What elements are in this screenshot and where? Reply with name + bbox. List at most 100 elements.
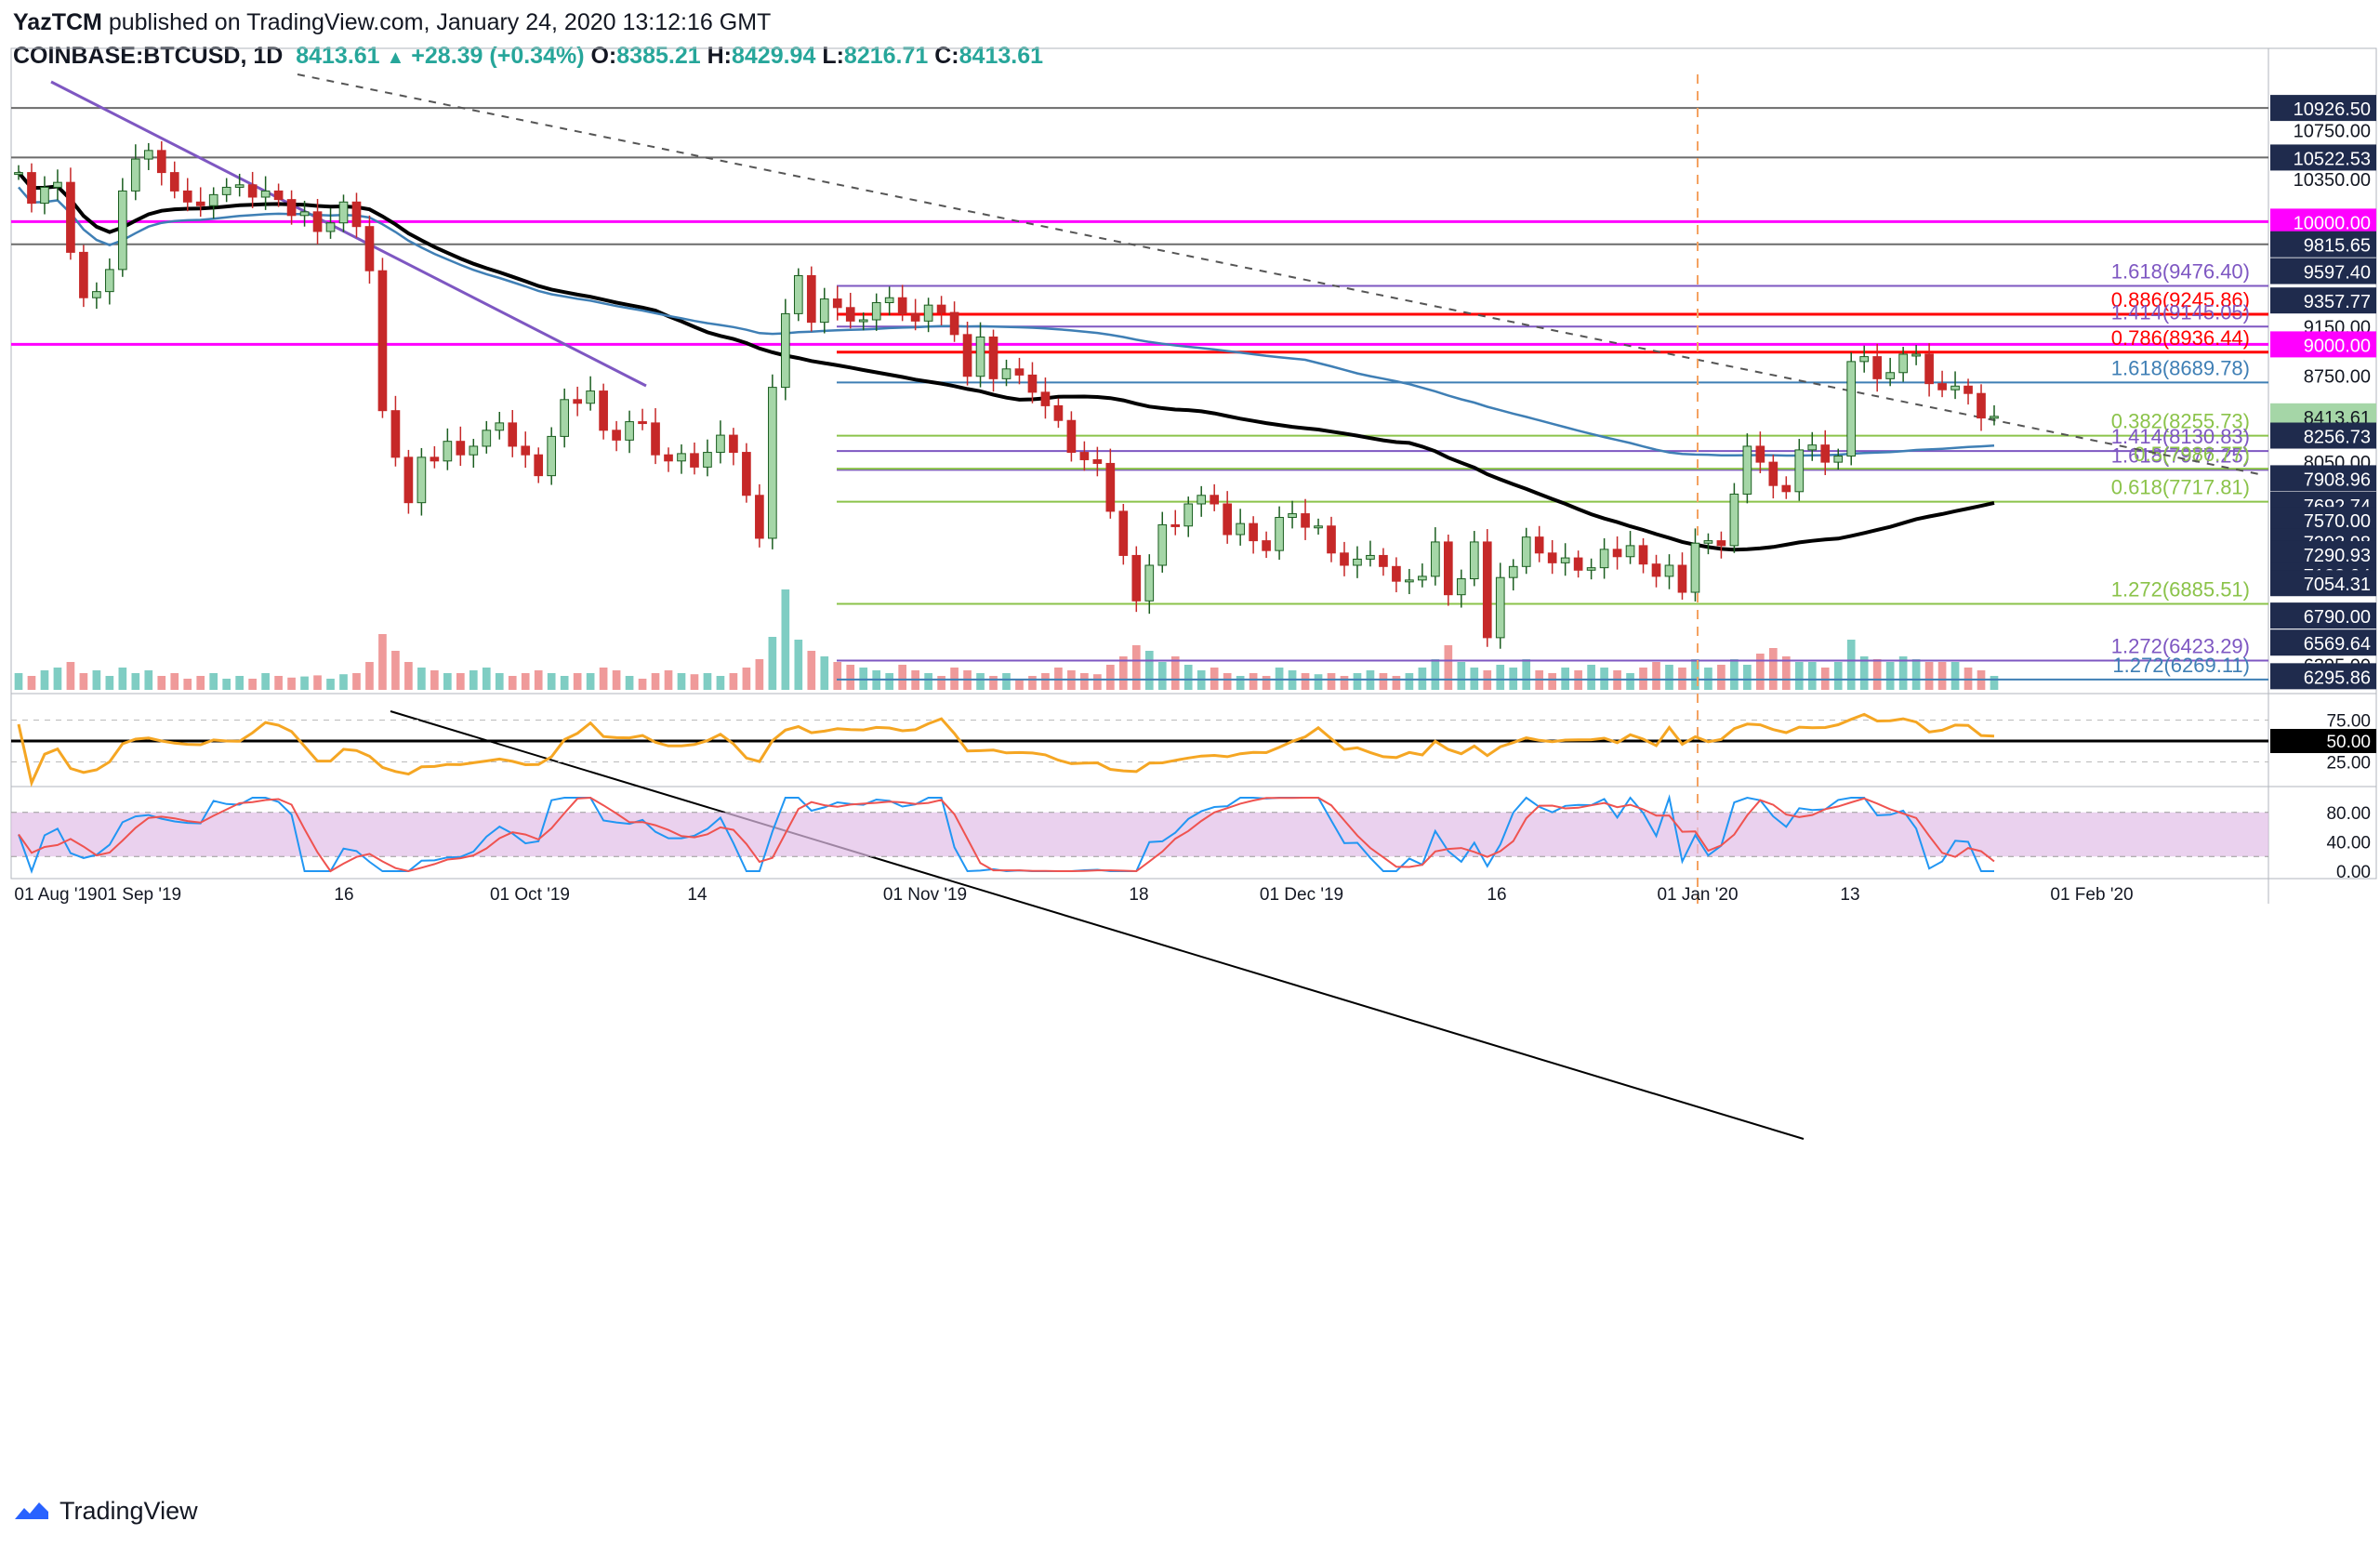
volume-bar: [365, 662, 374, 690]
price-tag: [2270, 258, 2376, 284]
volume-bar: [378, 634, 387, 690]
volume-bar: [1652, 662, 1660, 690]
candle-body: [871, 302, 881, 321]
candle-body: [1586, 567, 1596, 571]
time-axis-label: 01 Jan '20: [1657, 885, 1738, 905]
volume-bar: [1626, 673, 1634, 690]
stoch-axis-label: 40.00: [2326, 833, 2371, 853]
footer-brand[interactable]: TradingView: [13, 1497, 198, 1526]
candle-body: [221, 186, 231, 195]
volume-bar: [391, 651, 400, 690]
candle-body: [1340, 552, 1349, 566]
volume-bar: [1431, 659, 1440, 690]
volume-bar: [287, 677, 296, 690]
candle-body: [118, 190, 127, 271]
candle-body: [1092, 458, 1103, 464]
volume-bar: [40, 670, 49, 690]
candle-body: [1977, 392, 1986, 419]
time-axis-label: 01 Sep '19: [98, 885, 181, 905]
candle-body: [1053, 404, 1064, 421]
time-axis-label: 16: [334, 885, 353, 905]
candle-body: [1508, 565, 1518, 578]
candle-body: [560, 399, 570, 437]
candle-body: [845, 307, 855, 322]
author-name[interactable]: YazTCM: [13, 9, 102, 35]
candle-body: [1599, 549, 1609, 569]
volume-bar: [1236, 676, 1245, 690]
candle-body: [377, 270, 388, 412]
chart-frame: [10, 47, 2377, 880]
volume-bar: [170, 673, 179, 690]
time-axis-label: 01 Nov '19: [883, 885, 967, 905]
volume-bar: [1444, 645, 1453, 690]
volume-bar: [703, 673, 712, 690]
volume-bar: [1496, 665, 1505, 690]
candle-body: [1664, 564, 1674, 577]
candle-body: [599, 390, 608, 431]
volume-bar: [807, 651, 816, 690]
candle-body: [742, 452, 751, 496]
volume-bar: [1262, 676, 1271, 690]
candle-body: [143, 150, 153, 160]
candle-body: [260, 190, 271, 198]
candle-body: [1703, 540, 1713, 544]
price-axis-label: 6569.64: [2304, 634, 2371, 655]
candle-body: [1366, 554, 1375, 560]
volume-bar: [534, 670, 543, 690]
level-label: 1.414(8130.83): [2111, 425, 2250, 448]
candle-body: [1170, 523, 1181, 527]
candle-body: [27, 172, 36, 205]
candle-body: [247, 184, 258, 198]
volume-bar: [1587, 665, 1595, 690]
candle-body: [1014, 368, 1025, 376]
volume-bar: [1392, 676, 1401, 690]
price-axis-label: 8256.73: [2304, 428, 2371, 448]
time-axis-label: 18: [1129, 885, 1148, 905]
volume-bar: [1183, 665, 1193, 690]
candle-body: [1197, 495, 1207, 505]
candle-body: [234, 184, 245, 188]
candle-body: [1183, 503, 1194, 527]
volume-bar: [638, 679, 647, 690]
ohlc-close: 8413.61: [959, 43, 1044, 69]
candle-body: [1937, 383, 1947, 390]
candle-body: [1898, 353, 1908, 374]
volume-bar: [937, 676, 945, 690]
price-axis-label: 9000.00: [2304, 336, 2371, 356]
candle-body: [79, 251, 88, 298]
price-axis-label: 6295.86: [2304, 668, 2371, 688]
candle-body: [1469, 541, 1479, 580]
volume-bar: [1093, 674, 1102, 690]
candle-body: [625, 421, 634, 441]
candle-body: [521, 445, 531, 456]
time-axis-label: 01 Oct '19: [490, 885, 570, 905]
candle-body: [586, 390, 595, 404]
candle-body: [1625, 545, 1635, 558]
candle-body: [92, 291, 101, 298]
volume-bar: [1522, 659, 1531, 690]
candle-body: [443, 441, 453, 462]
candle-body: [364, 226, 375, 271]
volume-bar: [677, 673, 686, 690]
candle-body: [923, 304, 933, 322]
volume-bar: [1015, 679, 1024, 690]
volume-bar: [1833, 662, 1843, 690]
candle-body: [573, 399, 582, 404]
symbol-label[interactable]: COINBASE:BTCUSD, 1D: [13, 43, 284, 69]
candle-body: [508, 422, 518, 447]
candle-body: [1405, 579, 1414, 583]
volume-bar: [1340, 676, 1349, 690]
volume-bar: [742, 668, 751, 690]
volume-bar: [1794, 662, 1804, 690]
candle-body: [975, 336, 985, 377]
volume-bar: [144, 670, 153, 690]
price-axis-label: 9597.40: [2304, 263, 2371, 284]
volume-bar: [1898, 656, 1908, 690]
candle-body: [130, 158, 140, 192]
volume-bar: [1170, 656, 1180, 690]
candle-body: [1755, 445, 1765, 463]
ohlc-low: 8216.71: [843, 43, 929, 69]
volume-bar: [586, 673, 595, 690]
price-tag: [2270, 629, 2376, 656]
